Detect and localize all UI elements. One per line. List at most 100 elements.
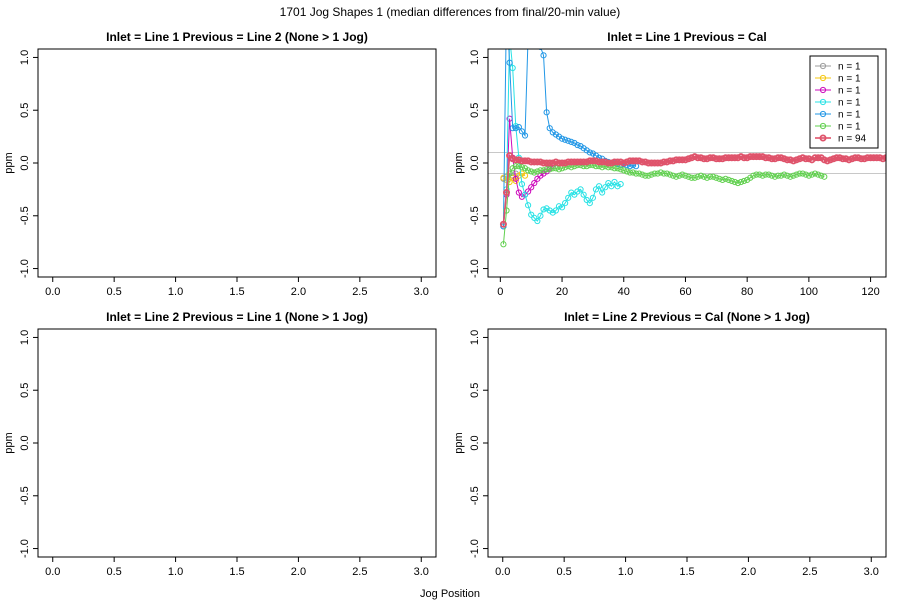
- data-point: [611, 178, 618, 186]
- data-point: [759, 172, 766, 179]
- data-point: [599, 189, 606, 196]
- data-point: [592, 186, 600, 193]
- x-tick-label: 0.0: [45, 286, 60, 298]
- data-point: [528, 211, 535, 218]
- data-point: [531, 179, 538, 187]
- data-point: [700, 155, 708, 163]
- data-point: [558, 204, 566, 211]
- y-tick-label: 0.0: [19, 155, 31, 170]
- data-point: [654, 170, 661, 177]
- legend-swatch-marker: [819, 62, 827, 70]
- data-point: [678, 156, 686, 164]
- data-point: [531, 169, 538, 176]
- data-point: [768, 172, 775, 179]
- data-point: [691, 174, 698, 181]
- data-point: [617, 181, 624, 188]
- data-point: [833, 154, 841, 162]
- x-tick-label: 1.5: [229, 286, 244, 298]
- x-tick-label: 0.5: [107, 286, 122, 298]
- data-point: [611, 165, 618, 172]
- data-point: [716, 175, 723, 182]
- data-point: [620, 167, 627, 174]
- y-tick-label: 0.5: [19, 383, 31, 398]
- data-point: [725, 176, 732, 183]
- x-tick-label: 0.0: [495, 566, 510, 578]
- data-point: [676, 172, 683, 179]
- x-tick-label: 2.0: [741, 566, 756, 578]
- data-point: [567, 158, 575, 166]
- data-point: [565, 194, 572, 201]
- data-point: [814, 154, 822, 162]
- data-point: [555, 166, 563, 173]
- y-tick-label: 1.0: [19, 330, 31, 345]
- data-point: [558, 135, 566, 142]
- data-point: [700, 173, 708, 180]
- data-point: [546, 166, 553, 173]
- data-point: [568, 138, 575, 145]
- data-point: [521, 191, 529, 198]
- y-tick-label: 0.0: [469, 155, 481, 170]
- data-point: [648, 171, 655, 178]
- legend-label: n = 1: [838, 62, 861, 73]
- data-point: [799, 170, 806, 177]
- data-point: [598, 158, 606, 166]
- y-tick-label: 1.0: [19, 50, 31, 65]
- y-axis-label: ppm: [3, 152, 15, 173]
- data-point: [787, 173, 794, 180]
- x-tick-label: 1.0: [168, 286, 183, 298]
- y-tick-label: -0.5: [19, 206, 31, 225]
- x-tick-label: 0.5: [107, 566, 122, 578]
- data-point: [610, 158, 618, 166]
- data-point: [518, 181, 526, 188]
- x-tick-label: 1.0: [168, 566, 183, 578]
- panel-4: Inlet = Line 2 Previous = Cal (None > 1 …: [453, 310, 887, 578]
- data-point: [746, 153, 754, 161]
- x-tick-label: 1.5: [679, 566, 694, 578]
- legend-label: n = 1: [838, 110, 861, 121]
- data-point: [863, 154, 871, 162]
- data-point: [529, 28, 534, 33]
- plot-frame: [37, 48, 437, 278]
- data-point: [722, 175, 729, 182]
- data-point: [530, 158, 538, 166]
- data-point: [644, 159, 652, 167]
- x-tick-label: 20: [556, 286, 568, 298]
- data-point: [540, 167, 547, 174]
- y-tick-label: 0.5: [469, 103, 481, 118]
- data-point: [507, 34, 512, 39]
- data-point: [639, 171, 646, 178]
- x-tick-label: 0.5: [557, 566, 572, 578]
- data-point: [688, 174, 695, 181]
- legend-swatch-marker: [819, 86, 827, 94]
- data-point: [749, 153, 757, 161]
- x-tick-label: 0.0: [45, 566, 60, 578]
- x-tick-label: 60: [679, 286, 691, 298]
- data-point: [571, 191, 578, 198]
- data-point: [774, 172, 782, 179]
- data-point: [552, 207, 559, 214]
- x-tick-label: 2.0: [291, 566, 306, 578]
- data-point: [752, 153, 760, 161]
- data-point: [574, 141, 581, 149]
- x-tick-label: 1.5: [229, 566, 244, 578]
- data-point: [499, 220, 507, 228]
- x-tick-label: 3.0: [414, 286, 429, 298]
- series-line-4: [502, 49, 621, 227]
- data-point: [645, 172, 652, 179]
- data-point: [512, 125, 519, 132]
- data-point: [509, 125, 516, 132]
- data-point: [583, 196, 590, 204]
- data-point: [503, 189, 511, 197]
- data-point: [728, 154, 736, 162]
- data-point: [562, 136, 569, 143]
- legend-label: n = 94: [838, 134, 867, 145]
- y-tick-label: 0.0: [469, 435, 481, 450]
- data-point: [808, 171, 816, 178]
- panel-title: Inlet = Line 1 Previous = Line 2 (None >…: [106, 30, 368, 44]
- data-point: [543, 109, 550, 116]
- data-point: [546, 125, 553, 132]
- data-point: [506, 170, 513, 177]
- data-point: [756, 153, 764, 161]
- data-point: [783, 156, 791, 164]
- data-point: [552, 165, 559, 172]
